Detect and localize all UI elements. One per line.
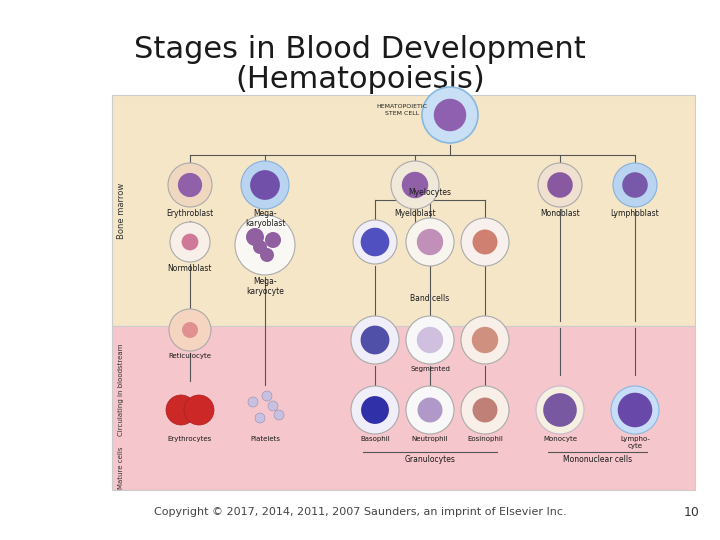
Circle shape: [361, 396, 389, 424]
Circle shape: [262, 391, 272, 401]
Text: Myeloblast: Myeloblast: [394, 209, 436, 218]
Text: Reticulocyte: Reticulocyte: [168, 353, 212, 359]
Text: Bone marrow: Bone marrow: [117, 183, 127, 239]
Circle shape: [433, 99, 467, 131]
Text: Lympho-
cyte: Lympho- cyte: [620, 436, 650, 449]
Text: Basophil: Basophil: [360, 436, 390, 442]
Circle shape: [178, 173, 202, 197]
Circle shape: [246, 228, 264, 246]
Circle shape: [184, 395, 214, 425]
Text: 10: 10: [684, 505, 700, 518]
Circle shape: [402, 172, 428, 198]
Text: Band cells: Band cells: [410, 294, 449, 303]
Circle shape: [235, 215, 295, 275]
Circle shape: [169, 309, 211, 351]
Circle shape: [351, 316, 399, 364]
Circle shape: [417, 229, 444, 255]
Circle shape: [461, 386, 509, 434]
Circle shape: [618, 393, 652, 427]
Circle shape: [166, 395, 196, 425]
Circle shape: [406, 316, 454, 364]
Circle shape: [391, 161, 439, 209]
Circle shape: [472, 327, 498, 353]
Text: Erythrocytes: Erythrocytes: [168, 436, 212, 442]
Text: Erythroblast: Erythroblast: [166, 209, 214, 218]
Text: Granulocytes: Granulocytes: [405, 455, 456, 464]
Circle shape: [268, 401, 278, 411]
Circle shape: [361, 326, 390, 354]
Bar: [112, 326, 695, 490]
Circle shape: [422, 87, 478, 143]
Circle shape: [543, 393, 577, 427]
Circle shape: [260, 248, 274, 262]
Circle shape: [406, 386, 454, 434]
Bar: [112, 95, 695, 326]
Circle shape: [250, 170, 280, 200]
Text: Stages in Blood Development: Stages in Blood Development: [134, 36, 586, 64]
Text: HEMATOPOIETIC
STEM CELL: HEMATOPOIETIC STEM CELL: [377, 104, 428, 116]
Circle shape: [274, 410, 284, 420]
Circle shape: [255, 413, 265, 423]
Circle shape: [547, 172, 573, 198]
Circle shape: [418, 397, 443, 422]
Circle shape: [611, 386, 659, 434]
Circle shape: [353, 220, 397, 264]
Circle shape: [472, 230, 498, 254]
Text: Mega-
karyocyte: Mega- karyocyte: [246, 277, 284, 296]
Text: Mega-
karyoblast: Mega- karyoblast: [245, 209, 285, 228]
Text: Monoblast: Monoblast: [540, 209, 580, 218]
Circle shape: [182, 322, 198, 338]
Text: Mature cells: Mature cells: [118, 447, 124, 489]
Text: Circulating in bloodstream: Circulating in bloodstream: [118, 344, 124, 436]
Circle shape: [472, 397, 498, 422]
Text: Copyright © 2017, 2014, 2011, 2007 Saunders, an imprint of Elsevier Inc.: Copyright © 2017, 2014, 2011, 2007 Saund…: [153, 507, 567, 517]
Circle shape: [253, 240, 267, 254]
Circle shape: [461, 316, 509, 364]
Circle shape: [461, 218, 509, 266]
Text: Neutrophil: Neutrophil: [412, 436, 449, 442]
Circle shape: [538, 163, 582, 207]
Text: Eosinophil: Eosinophil: [467, 436, 503, 442]
Circle shape: [361, 228, 390, 256]
Circle shape: [406, 218, 454, 266]
Circle shape: [265, 232, 281, 248]
Text: Platelets: Platelets: [250, 436, 280, 442]
Circle shape: [417, 327, 444, 353]
Text: (Hematopoiesis): (Hematopoiesis): [235, 65, 485, 94]
Circle shape: [170, 222, 210, 262]
Text: Lymphoblast: Lymphoblast: [611, 209, 660, 218]
Circle shape: [248, 397, 258, 407]
Circle shape: [622, 172, 648, 198]
Circle shape: [241, 161, 289, 209]
Circle shape: [168, 163, 212, 207]
Circle shape: [613, 163, 657, 207]
Text: Segmented: Segmented: [410, 366, 450, 372]
Circle shape: [181, 234, 199, 251]
Circle shape: [351, 386, 399, 434]
Text: Normoblast: Normoblast: [168, 264, 212, 273]
Text: Mononuclear cells: Mononuclear cells: [563, 455, 632, 464]
Circle shape: [536, 386, 584, 434]
Text: Monocyte: Monocyte: [543, 436, 577, 442]
Text: Myelocytes: Myelocytes: [408, 188, 451, 197]
